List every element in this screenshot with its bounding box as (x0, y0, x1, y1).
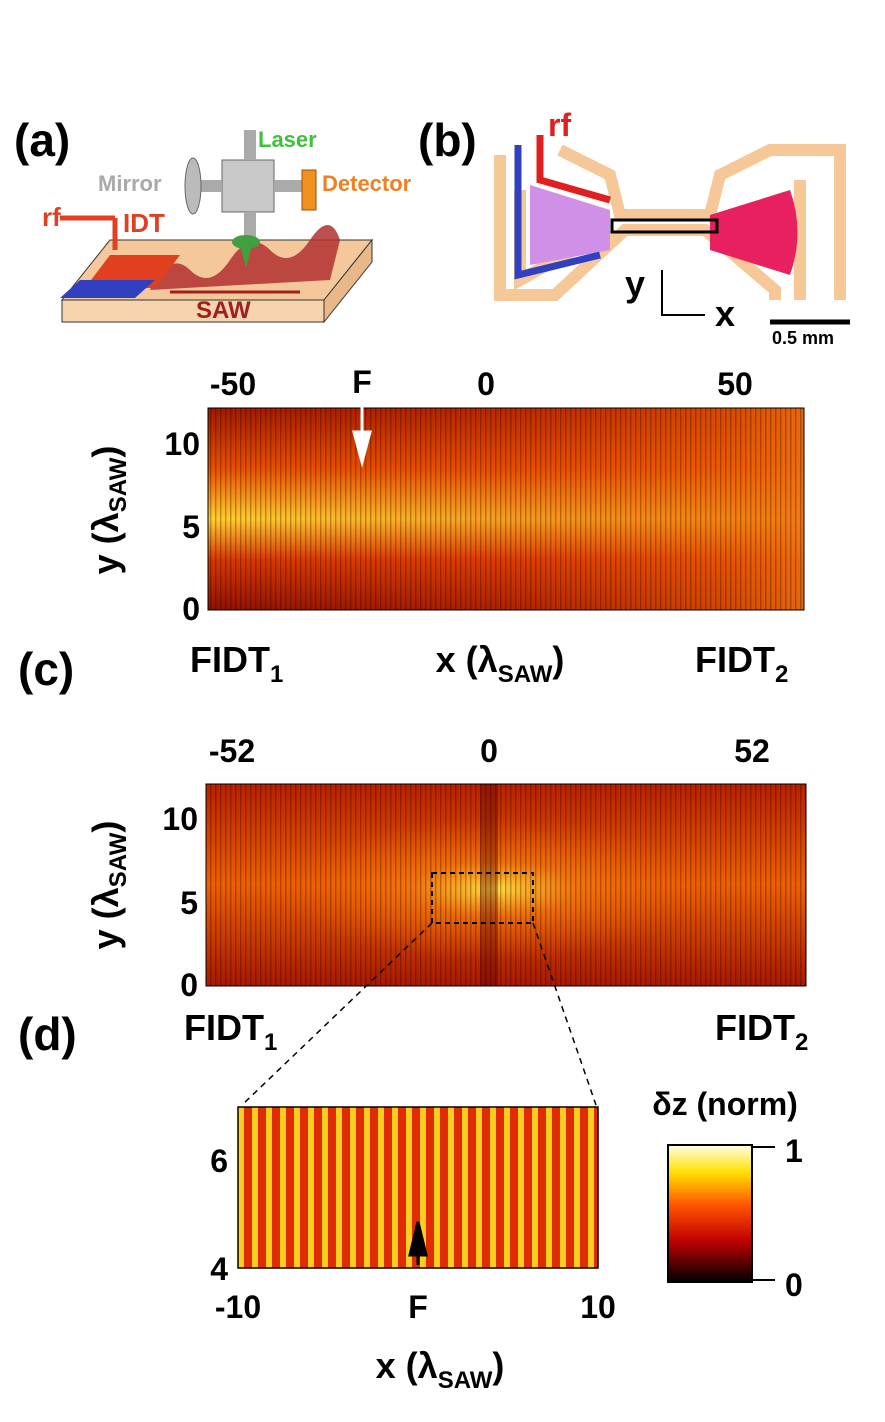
axis-x: x (715, 293, 735, 334)
focus-arrow (408, 1221, 428, 1265)
y-tick-label: 5 (180, 885, 198, 921)
idt-label: IDT (123, 208, 165, 238)
end-label: FIDT1 (184, 1007, 277, 1056)
saw-label: SAW (196, 297, 251, 324)
x-tick-label: 0 (477, 366, 495, 402)
rf-label: rf (548, 107, 571, 143)
ground-electrode (514, 145, 601, 280)
heatmap (205, 783, 807, 987)
idt-fan (710, 190, 798, 275)
x-axis-label: x (λSAW) (376, 1345, 505, 1394)
y-axis-label: y (λSAW) (85, 446, 132, 575)
y-tick-label: 0 (180, 967, 198, 1003)
y-tick-label: 6 (210, 1143, 228, 1179)
marker-label: F (352, 364, 372, 400)
colorbar-max: 1 (785, 1133, 803, 1169)
colorbar-min: 0 (785, 1267, 803, 1303)
y-tick-label: 0 (182, 591, 200, 627)
colorbar (667, 1144, 753, 1283)
heatmap (207, 407, 805, 611)
panel-label: (d) (18, 1008, 77, 1060)
mirror-label: Mirror (98, 171, 162, 196)
y-tick-label: 5 (182, 509, 200, 545)
y-tick-label: 10 (164, 426, 200, 462)
x-axis-label: x (λSAW) (436, 639, 565, 688)
y-tick-label: 4 (210, 1251, 228, 1287)
idt-fan (530, 185, 610, 265)
x-tick-label: 0 (480, 733, 498, 769)
axes-arrows (661, 270, 705, 316)
rf-label: rf (42, 202, 61, 232)
setup-schematic (60, 130, 374, 324)
x-tick-label: -50 (210, 366, 256, 402)
y-axis-label: y (λSAW) (85, 821, 132, 950)
panel-label: (c) (18, 643, 74, 695)
scale-bar-label: 0.5 mm (772, 328, 834, 348)
end-label: FIDT1 (190, 639, 283, 688)
panel-label: (a) (14, 114, 70, 166)
colorbar-title: δz (norm) (652, 1086, 798, 1122)
y-tick-label: 10 (162, 801, 198, 837)
axis-y: y (625, 263, 645, 304)
detector-label: Detector (322, 171, 412, 196)
x-tick-label: -52 (209, 733, 255, 769)
end-label: FIDT2 (695, 639, 788, 688)
rf-electrode (536, 135, 611, 204)
panel-label: (b) (418, 114, 477, 166)
x-tick-label: -10 (215, 1289, 261, 1325)
x-tick-label: 10 (580, 1289, 616, 1325)
scan-region (610, 218, 719, 234)
x-tick-label: 52 (734, 733, 770, 769)
x-tick-label: 50 (717, 366, 753, 402)
end-label: FIDT2 (715, 1007, 808, 1056)
focus-arrow (352, 405, 372, 468)
marker-label: F (408, 1289, 428, 1325)
zoom-region (431, 872, 534, 924)
laser-label: Laser (258, 127, 317, 152)
